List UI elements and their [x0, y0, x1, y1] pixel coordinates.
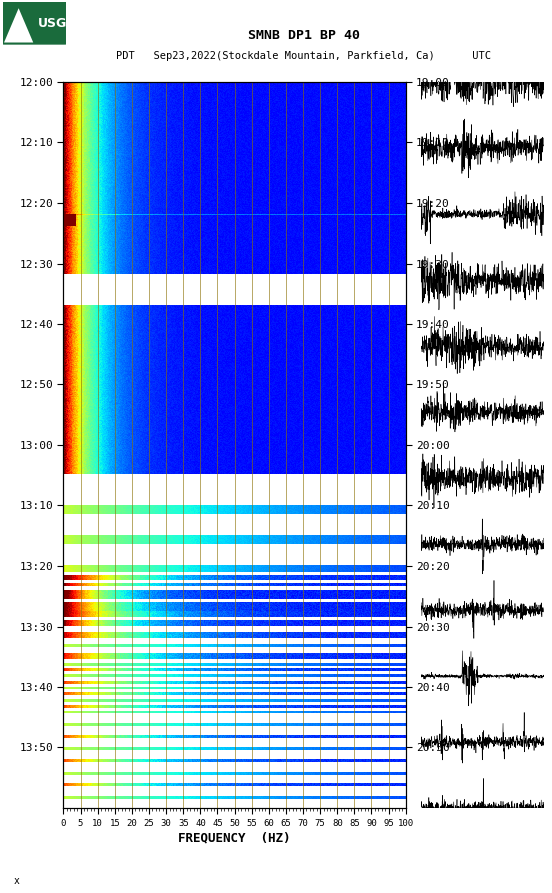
Text: x: x	[14, 876, 20, 886]
Text: USGS: USGS	[38, 17, 76, 29]
FancyBboxPatch shape	[1, 2, 68, 45]
Text: SMNB DP1 BP 40: SMNB DP1 BP 40	[248, 29, 359, 42]
Polygon shape	[4, 8, 33, 43]
X-axis label: FREQUENCY  (HZ): FREQUENCY (HZ)	[178, 831, 291, 845]
Text: PDT   Sep23,2022(Stockdale Mountain, Parkfield, Ca)      UTC: PDT Sep23,2022(Stockdale Mountain, Parkf…	[116, 51, 491, 62]
